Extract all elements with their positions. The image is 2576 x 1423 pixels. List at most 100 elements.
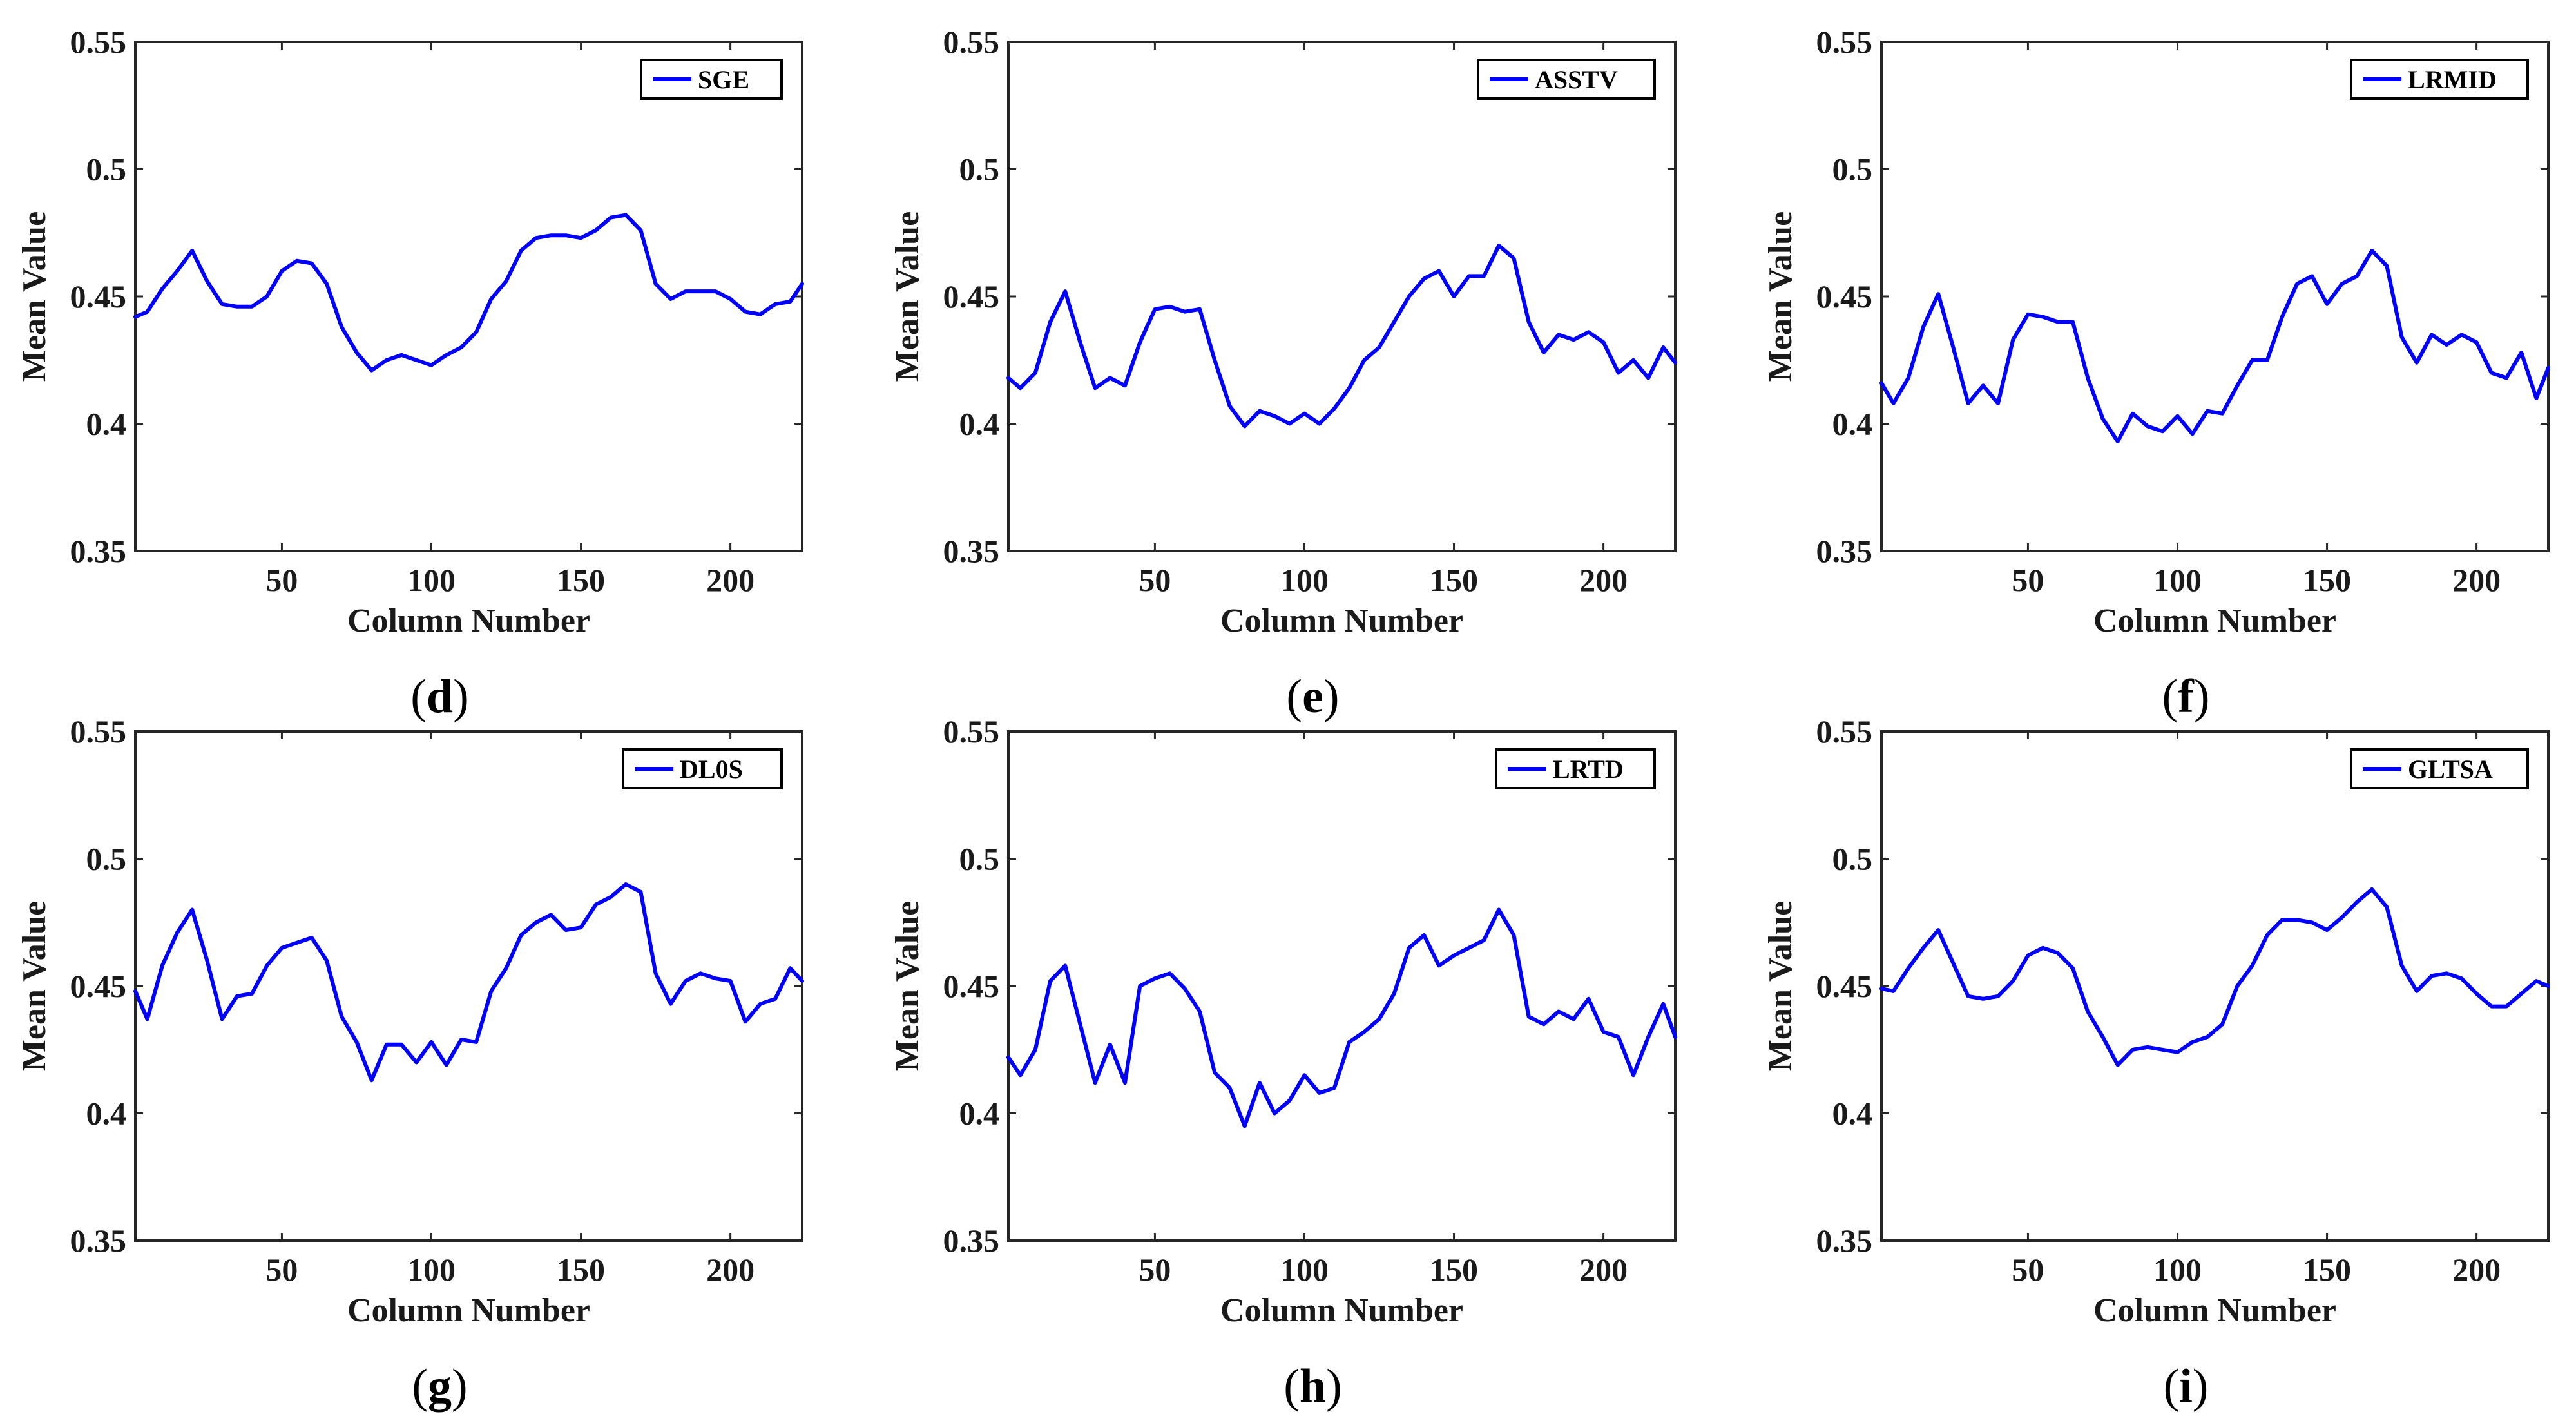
x-axis-label: Column Number [347, 1292, 590, 1329]
y-tick-label: 0.5 [959, 841, 1000, 877]
legend: SGE [640, 59, 783, 100]
y-tick-label: 0.35 [1816, 533, 1873, 569]
x-tick-label: 100 [1280, 1252, 1329, 1288]
x-tick-label: 150 [2303, 562, 2351, 598]
x-tick-label: 200 [2452, 562, 2501, 598]
x-tick-label: 50 [1139, 562, 1171, 598]
y-tick-label: 0.4 [1832, 406, 1873, 442]
y-tick-label: 0.4 [86, 1096, 127, 1132]
x-tick-label: 50 [265, 1252, 298, 1288]
plot-area [134, 730, 803, 1242]
x-tick-label: 150 [1430, 1252, 1478, 1288]
x-tick-label: 100 [2153, 1252, 2202, 1288]
legend-label: LRMID [2408, 65, 2497, 94]
x-axis-label: Column Number [2093, 603, 2336, 639]
legend-label: GLTSA [2408, 755, 2493, 784]
legend-label: ASSTV [1535, 65, 1618, 94]
y-tick-label: 0.55 [1816, 24, 1873, 60]
y-axis-label: Mean Value [1762, 211, 1799, 382]
x-tick-label: 200 [706, 1252, 755, 1288]
y-tick-label: 0.35 [70, 533, 127, 569]
y-tick-label: 0.45 [70, 278, 127, 315]
x-axis-label: Column Number [2093, 1292, 2336, 1329]
legend-box [622, 748, 783, 789]
chart-panel-g: 0.35 0.4 0.45 0.5 0.55 50 100 150 200 Column Numb… [16, 713, 804, 1413]
y-tick-label: 0.35 [943, 533, 1000, 569]
y-tick-label: 0.55 [943, 24, 1000, 60]
y-axis-label: Mean Value [1762, 901, 1799, 1071]
y-tick-label: 0.5 [86, 151, 127, 188]
y-tick-label: 0.45 [943, 278, 1000, 315]
panel-label: (h) [1283, 1360, 1341, 1413]
x-tick-label: 50 [2012, 1252, 2044, 1288]
legend-label: SGE [698, 65, 749, 94]
plot-area [1880, 41, 2550, 552]
legend-label: DL0S [680, 755, 743, 784]
y-tick-label: 0.55 [1816, 713, 1873, 750]
y-tick-label: 0.35 [943, 1223, 1000, 1259]
x-tick-label: 200 [1579, 562, 1628, 598]
legend: GLTSA [2350, 748, 2529, 789]
plot-area [1007, 41, 1677, 552]
legend-label: LRTD [1553, 755, 1624, 784]
chart-panel-f: 0.35 0.4 0.45 0.5 0.55 50 100 150 200 Column Numb… [1762, 24, 2550, 723]
series-line-LRMID [1879, 248, 2550, 444]
chart-panel-d: 0.35 0.4 0.45 0.5 0.55 50 100 150 200 Column Numb… [16, 24, 804, 723]
legend: DL0S [622, 748, 783, 789]
x-tick-label: 200 [2452, 1252, 2501, 1288]
y-tick-label: 0.4 [959, 406, 1000, 442]
y-tick-label: 0.5 [1832, 151, 1873, 188]
x-tick-label: 200 [706, 562, 755, 598]
series-line-GLTSA [1879, 887, 2550, 1067]
y-tick-label: 0.45 [1816, 968, 1873, 1004]
x-tick-label: 50 [1139, 1252, 1171, 1288]
plot-area [134, 41, 803, 552]
x-tick-label: 100 [1280, 562, 1329, 598]
y-tick-label: 0.4 [86, 406, 127, 442]
x-tick-label: 150 [557, 562, 605, 598]
legend: LRTD [1495, 748, 1656, 789]
series-line-SGE [133, 213, 804, 373]
chart-panel-e: 0.35 0.4 0.45 0.5 0.55 50 100 150 200 Column Numb… [889, 24, 1677, 723]
x-tick-label: 50 [2012, 562, 2044, 598]
series-line-DL0S [133, 882, 804, 1083]
x-tick-label: 50 [265, 562, 298, 598]
x-tick-label: 150 [1430, 562, 1478, 598]
y-tick-label: 0.55 [943, 713, 1000, 750]
y-tick-label: 0.55 [70, 24, 127, 60]
y-tick-label: 0.35 [1816, 1223, 1873, 1259]
y-tick-label: 0.4 [959, 1096, 1000, 1132]
x-tick-label: 200 [1579, 1252, 1628, 1288]
y-axis-label: Mean Value [889, 901, 926, 1071]
series-line-LRTD [1006, 907, 1677, 1128]
y-tick-label: 0.5 [86, 841, 127, 877]
y-axis-label: Mean Value [889, 211, 926, 382]
x-axis-label: Column Number [347, 603, 590, 639]
plot-area [1007, 730, 1677, 1242]
x-tick-label: 100 [407, 1252, 456, 1288]
panel-label: (d) [410, 670, 468, 723]
x-axis-label: Column Number [1220, 603, 1463, 639]
panel-label: (i) [2164, 1360, 2209, 1413]
y-tick-label: 0.5 [959, 151, 1000, 188]
legend: ASSTV [1477, 59, 1656, 100]
y-tick-label: 0.35 [70, 1223, 127, 1259]
y-axis-label: Mean Value [16, 211, 53, 382]
plot-area [1880, 730, 2550, 1242]
y-tick-label: 0.4 [1832, 1096, 1873, 1132]
y-tick-label: 0.45 [70, 968, 127, 1004]
legend: LRMID [2350, 59, 2529, 100]
x-tick-label: 100 [2153, 562, 2202, 598]
panel-label: (e) [1286, 670, 1339, 723]
y-axis-label: Mean Value [16, 901, 53, 1071]
y-tick-label: 0.45 [943, 968, 1000, 1004]
x-axis-label: Column Number [1220, 1292, 1463, 1329]
chart-panel-h: 0.35 0.4 0.45 0.5 0.55 50 100 150 200 Column Numb… [889, 713, 1677, 1413]
x-tick-label: 150 [557, 1252, 605, 1288]
x-tick-label: 150 [2303, 1252, 2351, 1288]
y-tick-label: 0.5 [1832, 841, 1873, 877]
chart-panel-i: 0.35 0.4 0.45 0.5 0.55 50 100 150 200 Column Numb… [1762, 713, 2550, 1413]
panel-label: (f) [2162, 670, 2210, 723]
y-tick-label: 0.45 [1816, 278, 1873, 315]
